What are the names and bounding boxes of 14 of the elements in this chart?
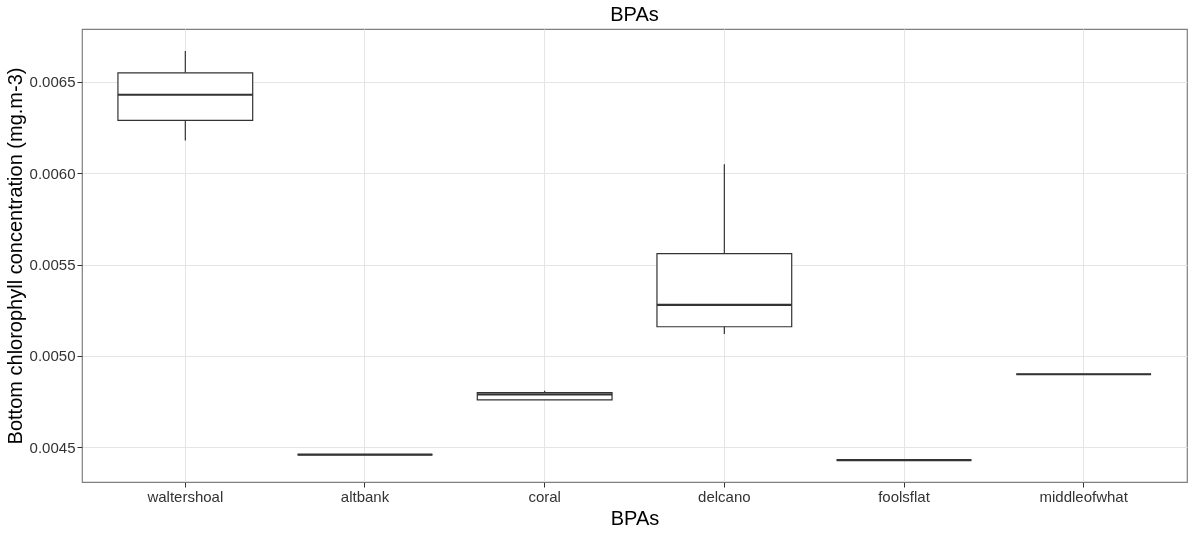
x-tick-label: waltershoal [146,487,224,505]
y-tick-label: 0.0055 [29,256,76,274]
x-tick-label: foolsflat [878,487,931,505]
y-tick-label: 0.0060 [29,164,76,182]
x-tick-label: middleofwhat [1039,487,1129,505]
chart-title: BPAs [610,3,659,25]
y-tick-label: 0.0065 [29,73,76,91]
y-axis-title: Bottom chlorophyll concentration (mg.m-3) [3,67,26,445]
x-tick-label: altbank [340,487,390,505]
x-axis-title: BPAs [610,506,660,529]
x-tick-label: coral [528,487,561,505]
y-tick-label: 0.0045 [29,438,76,456]
y-tick-label: 0.0050 [29,347,76,365]
x-tick-label: delcano [698,487,751,505]
